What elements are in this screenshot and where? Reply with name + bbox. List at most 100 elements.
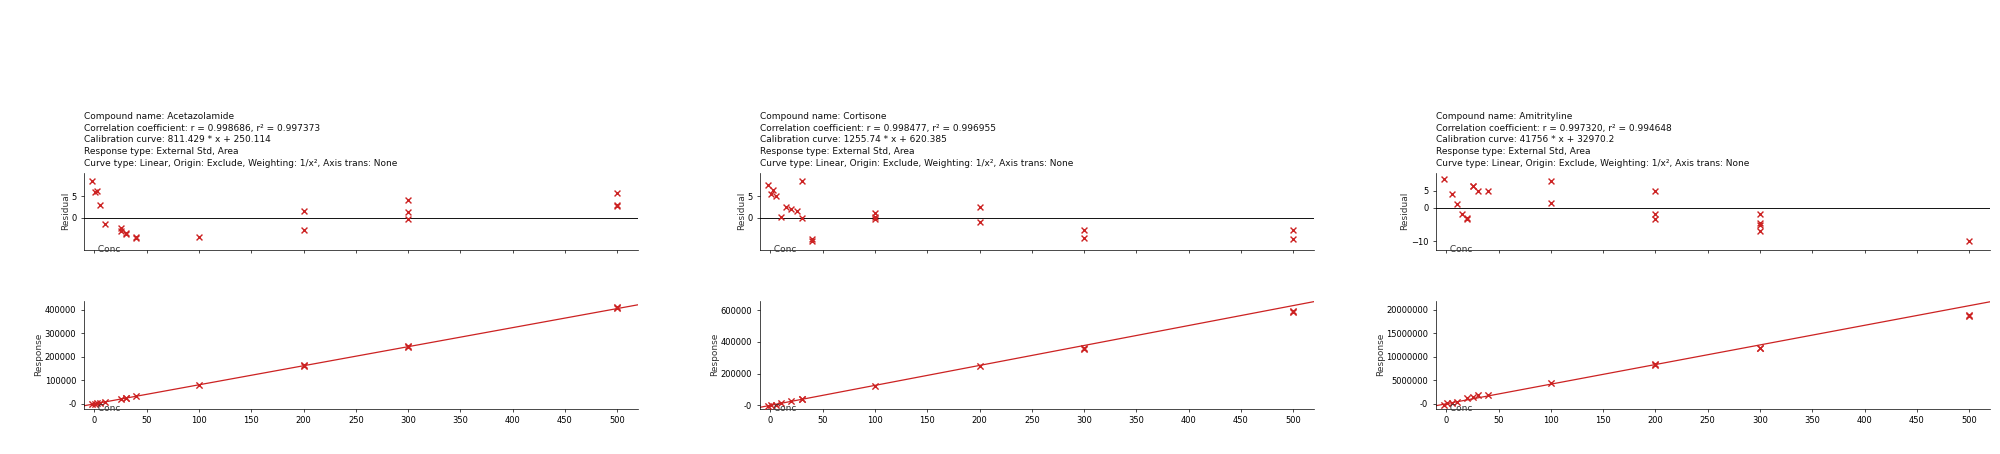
Point — [110, 394, 142, 401]
Point — [288, 207, 320, 214]
Text: Conc: Conc — [1448, 245, 1472, 254]
Point — [288, 227, 320, 234]
Point — [1462, 392, 1494, 399]
Point — [1278, 308, 1310, 315]
Point — [764, 400, 796, 407]
Y-axis label: Response: Response — [34, 333, 44, 376]
Point — [1446, 211, 1478, 218]
Point — [120, 234, 152, 242]
Point — [182, 381, 214, 388]
Point — [1744, 227, 1776, 235]
Point — [1452, 216, 1484, 223]
Point — [776, 205, 808, 212]
Point — [1436, 400, 1468, 407]
Point — [1744, 344, 1776, 351]
Point — [1456, 183, 1488, 190]
Point — [80, 188, 112, 195]
Point — [770, 203, 802, 211]
Point — [110, 229, 142, 236]
Point — [1954, 312, 1986, 319]
Point — [1744, 344, 1776, 351]
Point — [964, 218, 996, 226]
Text: Conc: Conc — [1448, 404, 1472, 413]
Point — [1472, 391, 1504, 398]
Point — [84, 201, 116, 208]
Point — [1068, 234, 1100, 242]
Point — [858, 210, 890, 217]
Point — [1640, 362, 1672, 369]
Point — [760, 192, 792, 200]
Point — [1744, 219, 1776, 227]
Point — [858, 213, 890, 221]
Point — [104, 227, 136, 235]
Point — [88, 399, 120, 406]
Point — [1954, 237, 1986, 245]
Point — [1068, 345, 1100, 352]
Point — [858, 215, 890, 222]
Y-axis label: Residual: Residual — [736, 192, 746, 230]
Text: Conc: Conc — [96, 404, 120, 413]
Point — [1456, 393, 1488, 400]
Point — [1640, 211, 1672, 218]
Point — [1954, 311, 1986, 318]
Point — [80, 400, 112, 407]
Point — [752, 182, 784, 189]
Point — [756, 402, 788, 409]
Point — [1432, 400, 1464, 407]
Point — [110, 230, 142, 237]
Point — [602, 304, 634, 311]
Point — [1534, 199, 1566, 206]
Point — [88, 220, 120, 227]
Point — [1744, 221, 1776, 228]
Point — [1534, 379, 1566, 386]
Point — [796, 237, 828, 245]
Text: Compound name: Amitrityline
Correlation coefficient: r = 0.997320, r² = 0.994648: Compound name: Amitrityline Correlation … — [1436, 112, 1750, 168]
Y-axis label: Response: Response — [1376, 333, 1384, 376]
Y-axis label: Residual: Residual — [1400, 192, 1410, 230]
Point — [104, 225, 136, 232]
Point — [1068, 345, 1100, 352]
Point — [84, 400, 116, 407]
Point — [1278, 235, 1310, 242]
Point — [1440, 201, 1472, 208]
Point — [120, 234, 152, 241]
Point — [110, 395, 142, 402]
Point — [1068, 227, 1100, 234]
Point — [104, 395, 136, 403]
Text: Conc: Conc — [772, 404, 796, 413]
Point — [786, 215, 818, 222]
Text: Compound name: Acetazolamide
Correlation coefficient: r = 0.998686, r² = 0.99737: Compound name: Acetazolamide Correlation… — [84, 112, 398, 168]
Point — [182, 233, 214, 241]
Point — [858, 382, 890, 389]
Text: Conc: Conc — [96, 245, 120, 254]
Point — [776, 398, 808, 405]
Point — [120, 392, 152, 400]
Point — [80, 400, 112, 407]
Point — [756, 190, 788, 197]
Point — [602, 201, 634, 208]
Point — [602, 304, 634, 311]
Point — [1640, 360, 1672, 368]
Text: Compound name: Cortisone
Correlation coefficient: r = 0.998477, r² = 0.996955
Ca: Compound name: Cortisone Correlation coe… — [760, 112, 1074, 168]
Point — [80, 187, 112, 194]
Point — [964, 203, 996, 211]
Point — [964, 362, 996, 370]
Point — [756, 186, 788, 193]
Point — [76, 400, 108, 408]
Point — [786, 395, 818, 403]
Point — [1440, 398, 1472, 405]
Point — [392, 197, 424, 204]
Point — [786, 178, 818, 185]
Y-axis label: Response: Response — [710, 333, 720, 376]
Point — [752, 402, 784, 409]
Point — [288, 361, 320, 369]
Point — [392, 209, 424, 216]
Point — [602, 189, 634, 197]
Point — [1640, 216, 1672, 223]
Point — [796, 235, 828, 242]
Point — [1534, 177, 1566, 184]
Point — [602, 202, 634, 210]
Point — [392, 216, 424, 223]
Point — [1436, 191, 1468, 198]
Point — [288, 362, 320, 369]
